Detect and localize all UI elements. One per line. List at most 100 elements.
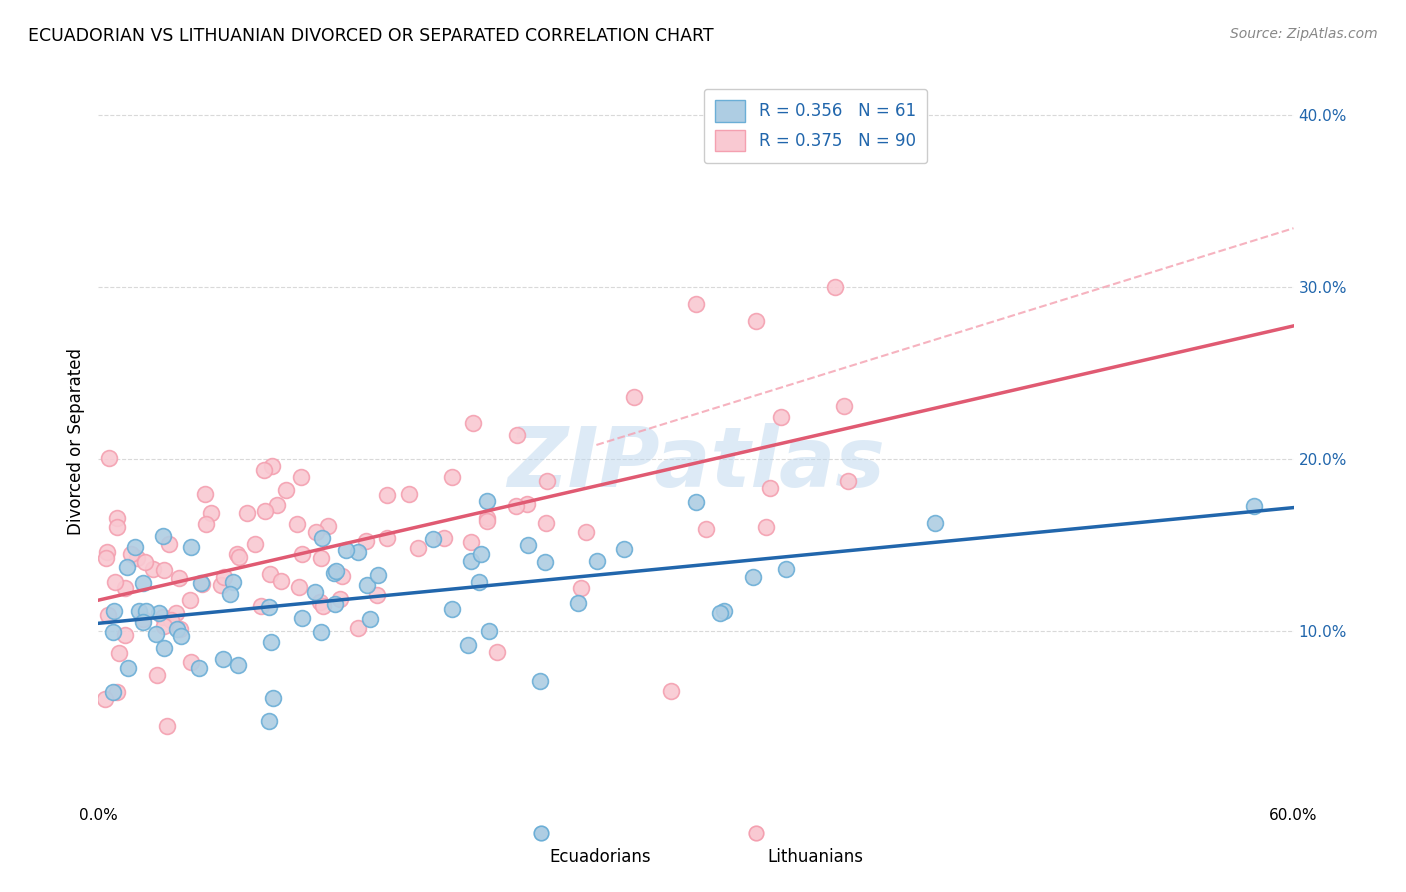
Point [165,606,187,620]
Point [505,500,527,514]
Point [377,531,399,545]
Point [120,548,142,562]
Point [124,540,146,554]
Point [567,596,589,610]
Point [103,604,125,618]
Text: Ecuadorians: Ecuadorians [550,848,651,866]
Point [312,599,335,614]
Point [330,569,353,583]
Point [253,463,276,477]
Point [408,541,430,555]
Point [219,587,242,601]
Point [468,574,491,589]
Point [105,520,128,534]
Point [191,577,214,591]
Point [94,550,117,565]
Point [180,540,202,554]
Point [533,555,555,569]
Point [457,638,479,652]
Point [114,628,136,642]
Point [335,542,357,557]
Point [148,606,170,620]
Point [135,604,157,618]
Point [398,487,420,501]
Point [1243,499,1265,513]
Point [311,624,333,639]
Point [529,674,551,689]
Text: Source: ZipAtlas.com: Source: ZipAtlas.com [1230,27,1378,41]
Point [257,714,280,728]
Point [486,645,509,659]
Point [517,538,540,552]
Point [104,574,127,589]
Point [146,668,169,682]
Point [322,566,344,580]
Point [167,570,190,584]
Point [228,549,250,564]
Text: Lithuanians: Lithuanians [768,848,863,866]
Point [837,474,859,488]
Point [169,622,191,636]
Point [309,595,332,609]
Point [103,685,125,699]
Point [824,279,846,293]
Point [422,533,444,547]
Point [132,615,155,629]
Point [713,604,735,618]
Point [125,551,148,566]
Point [832,399,855,413]
Point [194,486,217,500]
Point [166,622,188,636]
Point [209,578,232,592]
Point [134,555,156,569]
Point [685,494,707,508]
Y-axis label: Divorced or Separated: Divorced or Separated [66,348,84,535]
Point [659,684,682,698]
Point [179,593,201,607]
Point [477,494,499,508]
Point [152,610,174,624]
Point [153,641,176,656]
Point [160,613,183,627]
Point [156,719,179,733]
Point [152,529,174,543]
Point [212,652,235,666]
Point [266,498,288,512]
Point [97,607,120,622]
Point [769,409,792,424]
Point [115,559,138,574]
Point [534,516,557,530]
Point [132,576,155,591]
Point [304,585,326,599]
Point [128,604,150,618]
Point [117,661,139,675]
Text: ZIPatlas: ZIPatlas [508,423,884,504]
Point [569,581,592,595]
Point [190,575,212,590]
Text: ECUADORIAN VS LITHUANIAN DIVORCED OR SEPARATED CORRELATION CHART: ECUADORIAN VS LITHUANIAN DIVORCED OR SEP… [28,27,714,45]
Point [575,524,598,539]
Point [755,520,778,534]
Point [367,567,389,582]
Point [257,600,280,615]
Point [623,390,645,404]
Point [741,570,763,584]
Point [311,531,333,545]
Point [226,658,249,673]
Point [824,868,846,882]
Point [96,545,118,559]
Point [475,511,498,525]
Point [346,544,368,558]
Point [188,661,211,675]
Point [212,570,235,584]
Point [105,511,128,525]
Point [259,567,281,582]
Point [200,506,222,520]
Point [924,516,946,530]
Point [101,624,124,639]
Point [98,451,121,466]
Point [475,514,498,528]
Legend: R = 0.356   N = 61, R = 0.375   N = 90: R = 0.356 N = 61, R = 0.375 N = 90 [703,88,928,163]
Point [169,629,191,643]
Point [359,612,381,626]
